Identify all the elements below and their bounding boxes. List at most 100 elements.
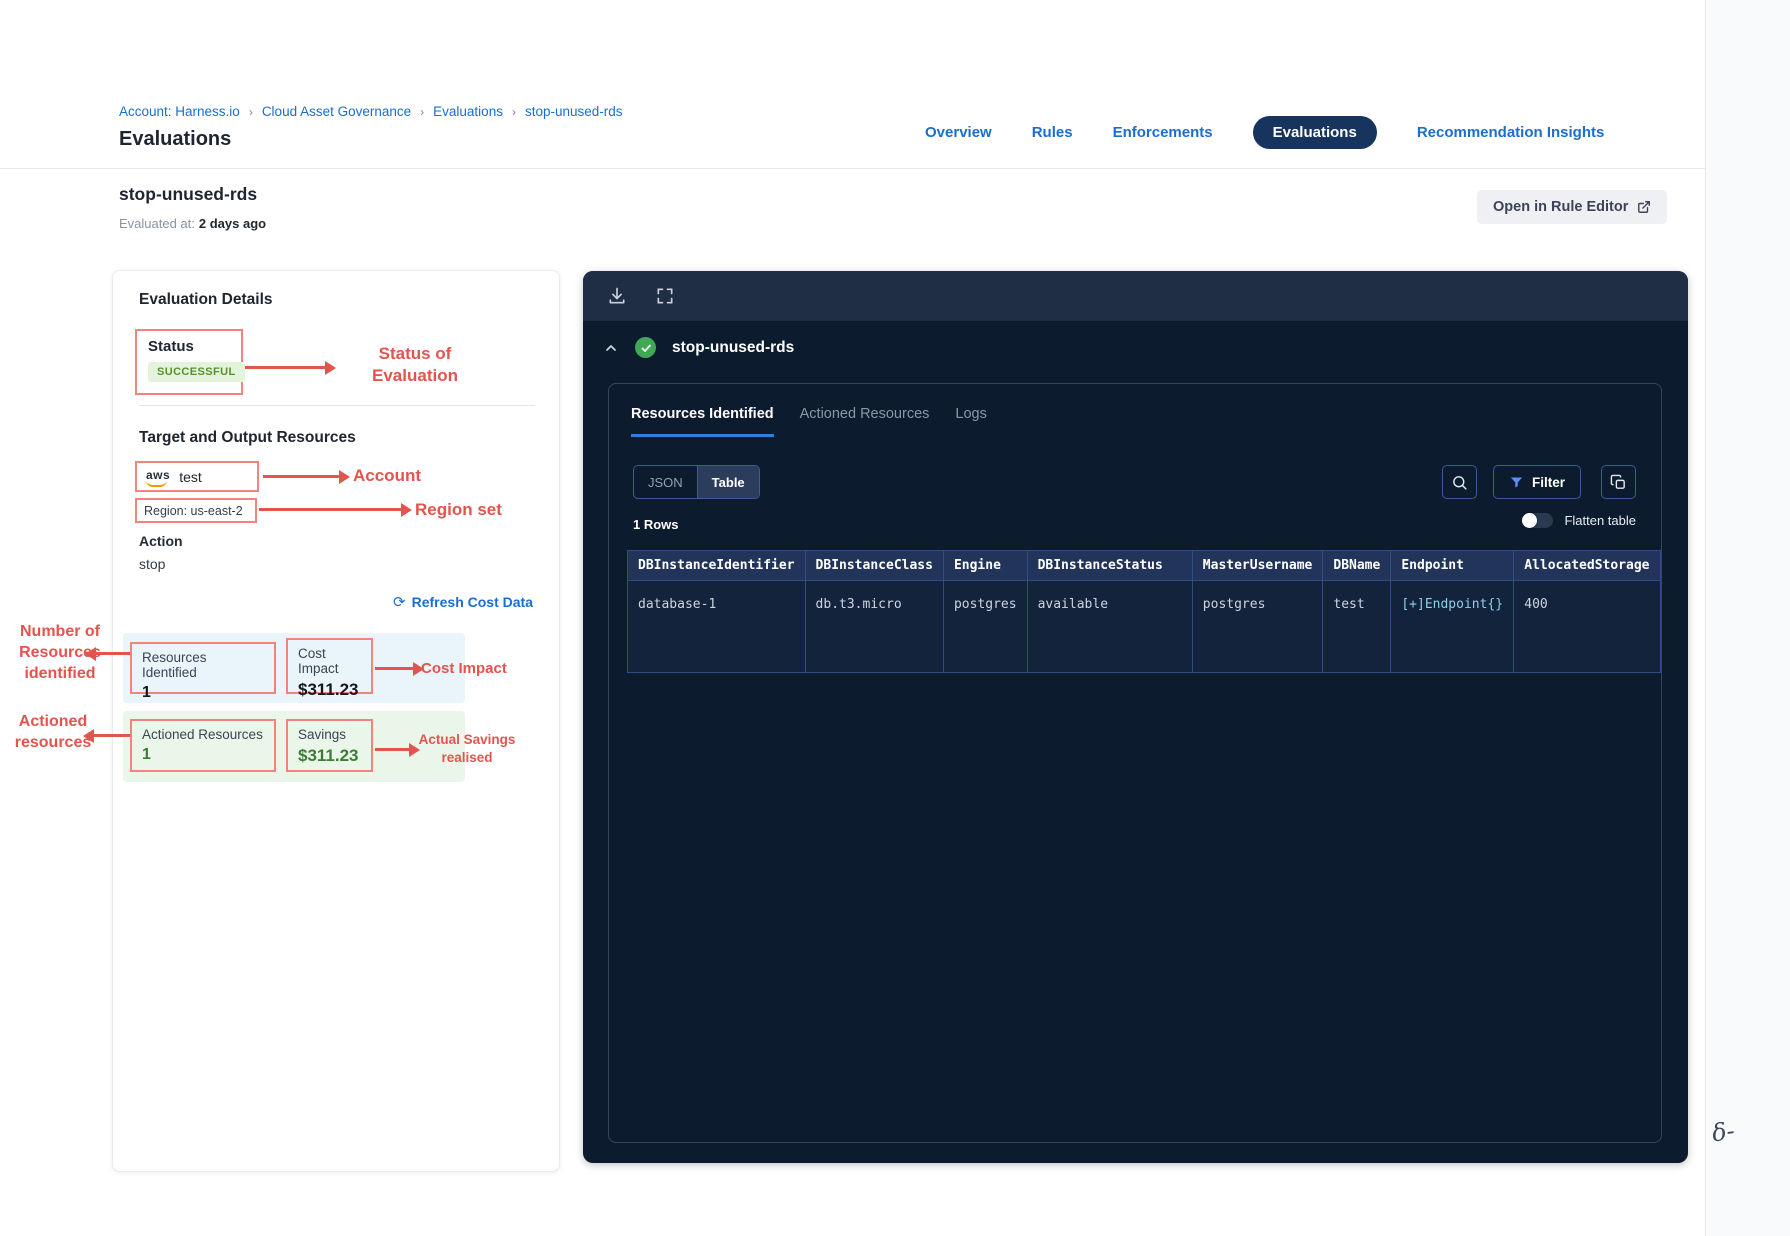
evaluated-at: Evaluated at: 2 days ago: [119, 216, 266, 231]
annotation-arrow-account: [263, 475, 339, 478]
resources-identified-label: Resources Identified: [142, 650, 207, 680]
annotation-account: Account: [353, 466, 421, 485]
col-dbinstanceidentifier: DBInstanceIdentifier: [627, 550, 806, 581]
action-label: Action: [139, 533, 183, 549]
evaluation-name-title: stop-unused-rds: [119, 184, 258, 204]
refresh-cost-data-label: Refresh Cost Data: [411, 594, 533, 610]
breadcrumb: Account: Harness.io › Cloud Asset Govern…: [119, 104, 623, 119]
cell-dbname: test: [1322, 580, 1392, 673]
actioned-stats-panel: Actioned Resources 1 Savings $311.23: [123, 711, 465, 782]
download-icon[interactable]: [607, 286, 627, 306]
tab-actioned-resources[interactable]: Actioned Resources: [799, 406, 930, 422]
rows-count: 1 Rows: [633, 517, 679, 532]
cost-impact-value: $311.23: [298, 680, 359, 699]
flatten-table-control: Flatten table: [1522, 513, 1636, 528]
filter-icon: [1510, 477, 1523, 487]
account-name: test: [179, 468, 202, 485]
account-annotation-box: aws test: [135, 461, 259, 492]
nav-tab-rules[interactable]: Rules: [1031, 123, 1073, 141]
col-dbname: DBName: [1322, 550, 1392, 581]
breadcrumb-current[interactable]: stop-unused-rds: [524, 104, 623, 119]
annotation-region-set: Region set: [415, 500, 502, 519]
resources-identified-box: Resources Identified 1: [130, 642, 276, 701]
breadcrumb-evaluations[interactable]: Evaluations: [433, 104, 503, 119]
header-divider: [0, 168, 1705, 169]
status-badge: SUCCESSFUL: [148, 362, 245, 382]
tab-logs[interactable]: Logs: [955, 406, 987, 422]
savings-label: Savings: [298, 727, 347, 742]
breadcrumb-separator: ›: [420, 104, 425, 119]
cell-allocatedstorage: 400: [1513, 580, 1661, 673]
cell-engine: postgres: [942, 580, 1028, 673]
view-mode-json[interactable]: JSON: [648, 474, 683, 490]
evaluated-at-value: 2 days ago: [198, 216, 267, 231]
open-in-rule-editor-label: Open in Rule Editor: [1493, 199, 1629, 215]
nav-tab-overview[interactable]: Overview: [925, 123, 992, 141]
cell-dbinstanceclass: db.t3.micro: [804, 580, 944, 673]
status-annotation-box: Status SUCCESSFUL: [135, 329, 245, 395]
savings-box: Savings $311.23: [286, 719, 373, 772]
search-icon: [1453, 475, 1467, 490]
actioned-resources-label: Actioned Resources: [142, 727, 263, 742]
region-annotation-box: Region: us-east-2: [135, 498, 257, 523]
annotation-arrow-region: [259, 508, 401, 511]
aws-swoosh: [146, 480, 167, 487]
breadcrumb-separator: ›: [511, 104, 516, 119]
copy-icon: [1610, 474, 1625, 489]
col-endpoint: Endpoint: [1390, 550, 1515, 581]
open-in-rule-editor-button[interactable]: Open in Rule Editor: [1477, 190, 1668, 224]
resources-identified-value: 1: [142, 684, 151, 701]
col-dbinstanceclass: DBInstanceClass: [804, 550, 944, 581]
card-divider: [139, 405, 535, 406]
nav-tab-recommendation-insights[interactable]: Recommendation Insights: [1416, 123, 1605, 141]
annotation-arrow-savings: [375, 748, 409, 751]
annotation-arrow-resources: [96, 652, 130, 655]
col-engine: Engine: [942, 550, 1028, 581]
copy-button[interactable]: [1601, 465, 1636, 499]
viewer-inner-container: Resources Identified Actioned Resources …: [608, 383, 1662, 1143]
chevron-up-icon[interactable]: [603, 340, 619, 356]
cell-dbinstanceidentifier: database-1: [627, 580, 806, 673]
external-link-icon: [1638, 201, 1651, 213]
resource-viewer-panel: stop-unused-rds Resources Identified Act…: [583, 271, 1688, 1163]
col-allocatedstorage: AllocatedStorage: [1513, 550, 1661, 581]
fullscreen-icon[interactable]: [655, 286, 675, 306]
cell-endpoint-expandable[interactable]: [+]Endpoint{}: [1390, 580, 1515, 673]
right-margin-strip: [1705, 0, 1790, 1236]
cell-masterusername: postgres: [1191, 580, 1324, 673]
evaluation-details-card: Evaluation Details Status SUCCESSFUL Sta…: [112, 270, 560, 1172]
viewer-toolbar: [583, 271, 1688, 321]
tab-resources-identified[interactable]: Resources Identified: [631, 406, 774, 437]
actioned-resources-value: 1: [142, 746, 151, 763]
view-mode-table[interactable]: Table: [696, 466, 759, 498]
success-check-icon: [635, 337, 656, 358]
top-nav: Overview Rules Enforcements Evaluations …: [925, 114, 1604, 150]
col-masterusername: MasterUsername: [1191, 550, 1324, 581]
flatten-table-toggle[interactable]: [1522, 513, 1554, 528]
identified-stats-panel: Resources Identified 1 Cost Impact $311.…: [123, 633, 465, 703]
annotation-status-of-evaluation: Status of Evaluation: [372, 344, 458, 386]
col-dbinstancestatus: DBInstanceStatus: [1026, 550, 1193, 581]
refresh-cost-data-link[interactable]: ⟳ Refresh Cost Data: [393, 593, 533, 611]
filter-button[interactable]: Filter: [1492, 465, 1581, 499]
nav-tab-enforcements[interactable]: Enforcements: [1112, 123, 1213, 141]
refresh-icon: ⟳: [393, 594, 406, 611]
page-title: Evaluations: [119, 128, 232, 150]
annotation-actioned-resources: Actioned resources: [14, 713, 92, 751]
nav-tab-evaluations-active[interactable]: Evaluations: [1252, 115, 1377, 149]
cost-impact-label: Cost Impact: [298, 646, 339, 676]
annotation-arrow-status: [245, 366, 325, 369]
breadcrumb-account[interactable]: Account: Harness.io: [119, 104, 240, 119]
annotation-arrow-actioned: [94, 734, 130, 737]
viewer-title: stop-unused-rds: [672, 338, 795, 356]
pen-scribble: δ-: [1710, 1116, 1737, 1148]
breadcrumb-separator: ›: [248, 104, 253, 119]
breadcrumb-governance[interactable]: Cloud Asset Governance: [261, 104, 412, 119]
resources-table: DBInstanceIdentifier DBInstanceClass Eng…: [627, 550, 1661, 673]
search-button[interactable]: [1442, 465, 1477, 499]
annotation-actual-savings: Actual Savings realised: [418, 732, 516, 765]
annotation-arrow-cost: [375, 667, 413, 670]
cell-dbinstancestatus: available: [1026, 580, 1193, 673]
aws-logo-icon: aws: [146, 467, 170, 487]
target-heading: Target and Output Resources: [139, 429, 356, 446]
